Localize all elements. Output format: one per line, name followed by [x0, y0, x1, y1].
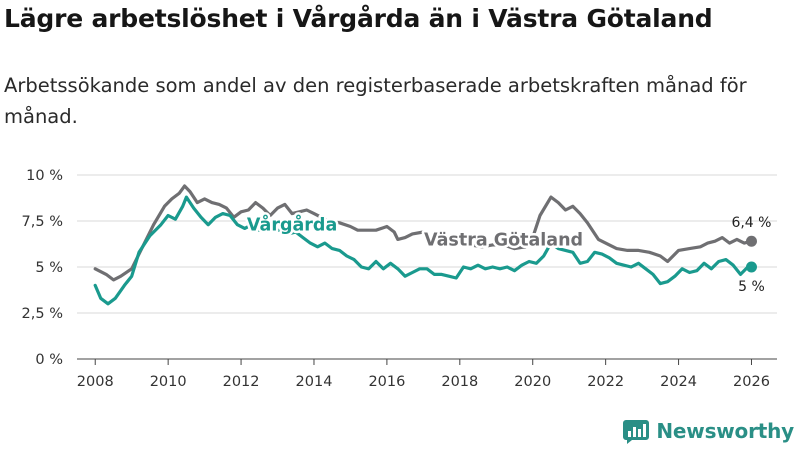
y-tick-label: 7,5 %: [22, 214, 63, 230]
x-tick-label: 2024: [660, 374, 697, 390]
series-annotation-v-rg-rda: Vårgårda: [247, 214, 337, 236]
y-tick-label: 10 %: [26, 168, 63, 184]
brand-logo: Newsworthy: [623, 418, 794, 444]
chart-subtitle: Arbetssökande som andel av den registerb…: [4, 74, 747, 128]
series-line-v-rg-rda: [93, 195, 754, 306]
y-tick-label: 2,5 %: [22, 306, 63, 322]
chart-title: Lägre arbetslöshet i Vårgårda än i Västr…: [4, 4, 713, 33]
x-tick-label: 2010: [150, 374, 187, 390]
end-point-v-rg-rda: [745, 261, 757, 273]
x-tick-label: 2018: [441, 374, 478, 390]
y-tick-label: 5 %: [35, 260, 63, 276]
newsworthy-logo-icon: [623, 420, 650, 444]
end-label-v-stra-g-taland: 6,4 %: [731, 215, 771, 231]
x-tick-label: 2008: [77, 374, 114, 390]
x-tick-label: 2022: [587, 374, 624, 390]
x-tick-label: 2020: [514, 374, 551, 390]
series-line-v-stra-g-taland: [93, 184, 754, 282]
end-label-v-rg-rda: 5 %: [738, 279, 765, 295]
brand-name: Newsworthy: [656, 419, 794, 443]
series-annotation-v-stra-g-taland: Västra Götaland: [424, 230, 583, 250]
x-tick-label: 2026: [733, 374, 770, 390]
x-tick-label: 2014: [296, 374, 333, 390]
end-point-v-stra-g-taland: [745, 235, 757, 247]
y-tick-label: 0 %: [35, 352, 63, 368]
x-tick-label: 2016: [368, 374, 405, 390]
x-tick-label: 2012: [223, 374, 260, 390]
